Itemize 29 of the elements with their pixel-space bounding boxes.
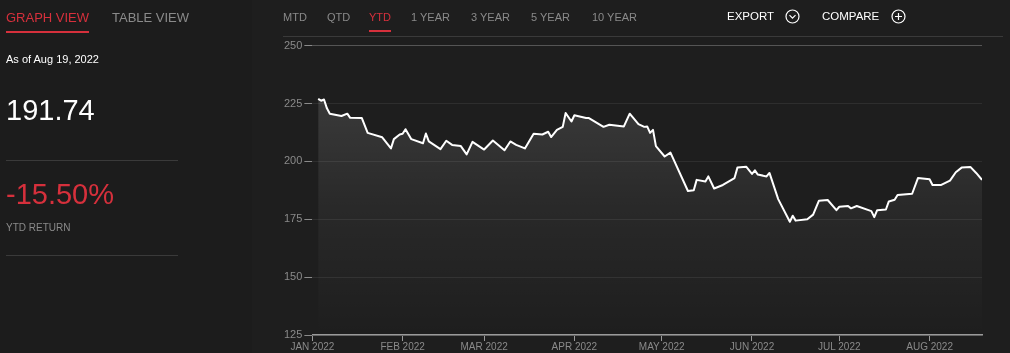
y-tick-label: 200 xyxy=(283,154,303,167)
x-tick-label: MAY 2022 xyxy=(638,340,686,352)
text: 191.74 xyxy=(6,94,95,127)
x-tick-label: JAN 2022 xyxy=(290,340,335,352)
y-tick-label: 150 xyxy=(283,270,303,283)
text: 10 YEAR xyxy=(592,11,638,23)
text: YTD RETURN xyxy=(6,222,71,233)
y-tick-label: 225 xyxy=(283,96,303,109)
text: COMPARE xyxy=(822,10,880,22)
x-tick-label: APR 2022 xyxy=(551,340,598,352)
text: 5 YEAR xyxy=(531,11,570,23)
x-tick-label: MAR 2022 xyxy=(460,340,509,352)
text: EXPORT xyxy=(727,10,775,22)
text: GRAPH VIEW xyxy=(6,10,90,33)
y-tick-label: 125 xyxy=(283,328,303,341)
text: As of Aug 19, 2022 xyxy=(6,53,99,65)
text: 3 YEAR xyxy=(471,11,510,23)
y-tick-label: 175 xyxy=(283,212,303,225)
text: -15.50% xyxy=(6,178,115,211)
text: 1 YEAR xyxy=(411,11,450,23)
x-tick-label: JUL 2022 xyxy=(818,340,861,352)
x-tick-label: FEB 2022 xyxy=(380,340,426,352)
text: YTD xyxy=(369,11,391,32)
text: TABLE VIEW xyxy=(112,10,190,25)
x-tick-label: JUN 2022 xyxy=(729,340,775,352)
text: QTD xyxy=(327,11,351,23)
text: MTD xyxy=(283,11,307,23)
x-tick-label: AUG 2022 xyxy=(906,340,954,352)
y-tick-label: 250 xyxy=(283,38,303,51)
